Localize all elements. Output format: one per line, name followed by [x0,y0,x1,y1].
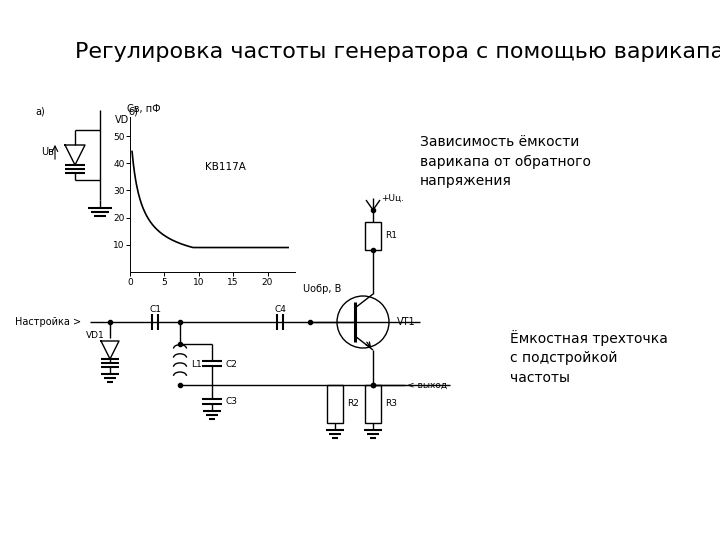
Text: C4: C4 [274,305,286,314]
Bar [327,385,343,423]
Text: Зависимость ёмкости
варикапа от обратного
напряжения: Зависимость ёмкости варикапа от обратног… [420,135,591,188]
Text: C1: C1 [149,305,161,314]
Text: < выход: < выход [407,381,447,389]
Text: R2: R2 [347,400,359,408]
Text: Настройка >: Настройка > [15,317,81,327]
Text: Cв, пФ: Cв, пФ [127,104,161,114]
Text: Uв: Uв [42,147,55,157]
Text: L1: L1 [191,360,202,369]
Text: R1: R1 [385,232,397,240]
Text: VD1: VD1 [86,332,104,341]
Text: VT1: VT1 [397,317,415,327]
Bar [365,385,381,423]
Text: Ёмкостная трехточка
с подстройкой
частоты: Ёмкостная трехточка с подстройкой частот… [510,330,668,385]
Text: б): б) [128,107,138,117]
Text: а): а) [35,107,45,117]
Text: Uобр, В: Uобр, В [303,285,341,294]
Text: C3: C3 [225,396,237,406]
Text: VD: VD [115,115,130,125]
Text: KB117A: KB117A [205,161,246,172]
Bar [365,222,381,250]
Text: +Uц.: +Uц. [381,193,404,202]
Text: Регулировка частоты генератора с помощью варикапа: Регулировка частоты генератора с помощью… [75,42,720,62]
Text: R3: R3 [385,400,397,408]
Text: C2: C2 [225,360,237,369]
